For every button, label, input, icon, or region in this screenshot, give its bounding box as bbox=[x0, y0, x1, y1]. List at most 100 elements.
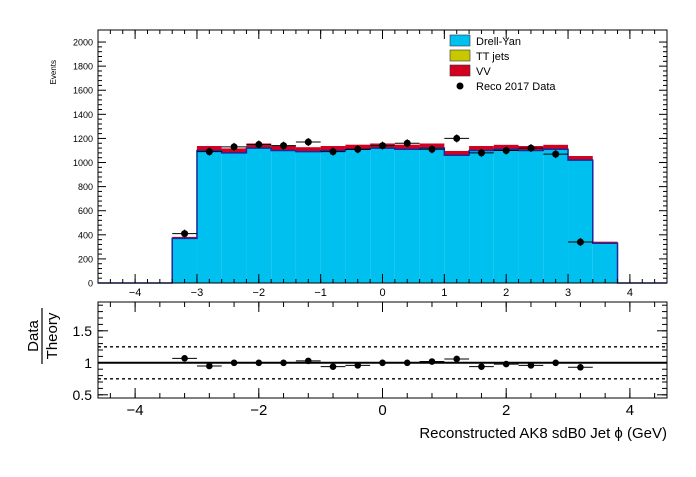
ratio-point-0 bbox=[181, 355, 188, 362]
ratio-point-8 bbox=[379, 359, 386, 367]
bar-0-6 bbox=[246, 148, 272, 283]
ratio-point-6 bbox=[329, 363, 337, 370]
bar-0-14 bbox=[444, 155, 470, 283]
data-point-6 bbox=[329, 148, 337, 156]
data-point-3 bbox=[255, 140, 263, 148]
data-point-7 bbox=[354, 145, 362, 153]
ratio-ytick-label-0: 0.5 bbox=[73, 387, 93, 403]
main-ytick-label-10: 2000 bbox=[73, 38, 93, 48]
main-ytick-label-8: 1600 bbox=[73, 86, 93, 96]
ratio-xtick-label-0: −4 bbox=[127, 402, 144, 419]
main-ytick-label-3: 600 bbox=[78, 206, 93, 216]
data-point-4 bbox=[280, 142, 288, 150]
data-point-14 bbox=[527, 144, 535, 152]
main-ytick-label-1: 200 bbox=[78, 254, 93, 264]
data-point-5 bbox=[304, 138, 312, 146]
main-xtick-label-2: −2 bbox=[253, 287, 266, 299]
bar-0-8 bbox=[295, 151, 321, 283]
main-ytick-label-9: 1800 bbox=[73, 62, 93, 72]
ratio-point-7 bbox=[354, 362, 362, 369]
bar-0-3 bbox=[172, 238, 197, 283]
bar-0-11 bbox=[370, 148, 395, 283]
ratio-plot-area bbox=[98, 302, 667, 398]
main-xtick-label-7: 3 bbox=[565, 287, 571, 299]
bar-0-16 bbox=[493, 149, 519, 283]
bar-0-5 bbox=[221, 152, 247, 283]
main-ytick-label-6: 1200 bbox=[73, 134, 93, 144]
ratio-point-9 bbox=[403, 359, 411, 367]
main-xtick-label-5: 1 bbox=[441, 287, 447, 299]
data-point-8 bbox=[379, 142, 386, 150]
data-point-10 bbox=[428, 145, 436, 153]
data-point-2 bbox=[230, 143, 238, 151]
data-point-15 bbox=[552, 150, 560, 158]
ratio-xtick-label-1: −2 bbox=[250, 402, 267, 419]
bar-0-19 bbox=[568, 160, 593, 283]
bar-0-18 bbox=[543, 149, 569, 283]
legend-label-0: Drell-Yan bbox=[476, 36, 521, 48]
bar-0-17 bbox=[518, 150, 544, 283]
main-ytick-label-4: 800 bbox=[78, 182, 93, 192]
ratio-point-16 bbox=[577, 363, 584, 371]
legend-swatch-2 bbox=[449, 64, 471, 77]
data-point-9 bbox=[403, 139, 411, 147]
bar-2-18 bbox=[543, 144, 569, 150]
ratio-point-10 bbox=[428, 358, 436, 365]
ratio-ytick-label-2: 1.5 bbox=[73, 323, 93, 339]
ratio-ylabel-denominator: Theory bbox=[44, 312, 61, 359]
data-point-13 bbox=[502, 146, 510, 154]
legend-label-1: TT jets bbox=[476, 51, 510, 63]
ratio-point-13 bbox=[502, 360, 510, 368]
bar-2-19 bbox=[568, 156, 593, 160]
ratio-xtick-label-2: 0 bbox=[378, 402, 386, 419]
data-point-11 bbox=[453, 134, 461, 142]
drell-yan-outline bbox=[98, 147, 667, 284]
ratio-point-5 bbox=[304, 357, 312, 365]
ratio-xtick-label-4: 4 bbox=[626, 402, 634, 419]
main-ytick-label-5: 1000 bbox=[73, 158, 93, 168]
main-xtick-label-8: 4 bbox=[627, 287, 633, 299]
ratio-point-14 bbox=[527, 362, 535, 369]
x-axis-label: Reconstructed AK8 sdB0 Jet ϕ (GeV) bbox=[419, 425, 667, 442]
data-point-16 bbox=[576, 238, 584, 246]
legend-marker-data bbox=[456, 82, 464, 90]
ratio-point-2 bbox=[230, 359, 238, 367]
ratio-point-3 bbox=[255, 359, 263, 367]
legend-swatch-0 bbox=[449, 34, 471, 47]
main-ytick-label-2: 400 bbox=[78, 230, 93, 240]
legend-label-data: Reco 2017 Data bbox=[476, 81, 556, 93]
bar-0-12 bbox=[394, 149, 420, 283]
ratio-ylabel-numerator: Data bbox=[25, 320, 42, 352]
main-xtick-label-6: 2 bbox=[503, 287, 509, 299]
bar-0-10 bbox=[345, 149, 371, 283]
bar-0-15 bbox=[469, 150, 494, 283]
ratio-point-1 bbox=[206, 362, 213, 370]
ratio-point-11 bbox=[453, 355, 461, 363]
ratio-xtick-label-3: 2 bbox=[502, 402, 510, 419]
main-ytick-label-0: 0 bbox=[88, 279, 93, 289]
main-ytick-label-7: 1400 bbox=[73, 110, 93, 120]
bar-2-15 bbox=[469, 146, 494, 151]
main-xtick-label-4: 0 bbox=[379, 287, 385, 299]
main-ylabel: Events bbox=[49, 60, 58, 84]
bar-0-7 bbox=[271, 150, 296, 283]
main-xtick-label-1: −3 bbox=[191, 287, 204, 299]
ratio-ytick-label-1: 1 bbox=[84, 355, 92, 371]
bar-2-20 bbox=[592, 241, 618, 244]
bar-0-4 bbox=[196, 150, 222, 283]
main-xtick-label-3: −1 bbox=[314, 287, 327, 299]
bar-2-8 bbox=[295, 147, 321, 152]
ratio-point-15 bbox=[552, 359, 559, 367]
data-point-0 bbox=[181, 230, 189, 238]
data-point-1 bbox=[205, 148, 213, 156]
legend-label-2: VV bbox=[476, 66, 491, 78]
legend-swatch-1 bbox=[449, 49, 471, 62]
bar-0-20 bbox=[592, 243, 618, 283]
bar-2-14 bbox=[444, 150, 470, 156]
main-xtick-label-0: −4 bbox=[129, 287, 142, 299]
bar-0-13 bbox=[419, 148, 445, 283]
bar-0-9 bbox=[320, 150, 346, 283]
ratio-point-4 bbox=[280, 359, 287, 367]
